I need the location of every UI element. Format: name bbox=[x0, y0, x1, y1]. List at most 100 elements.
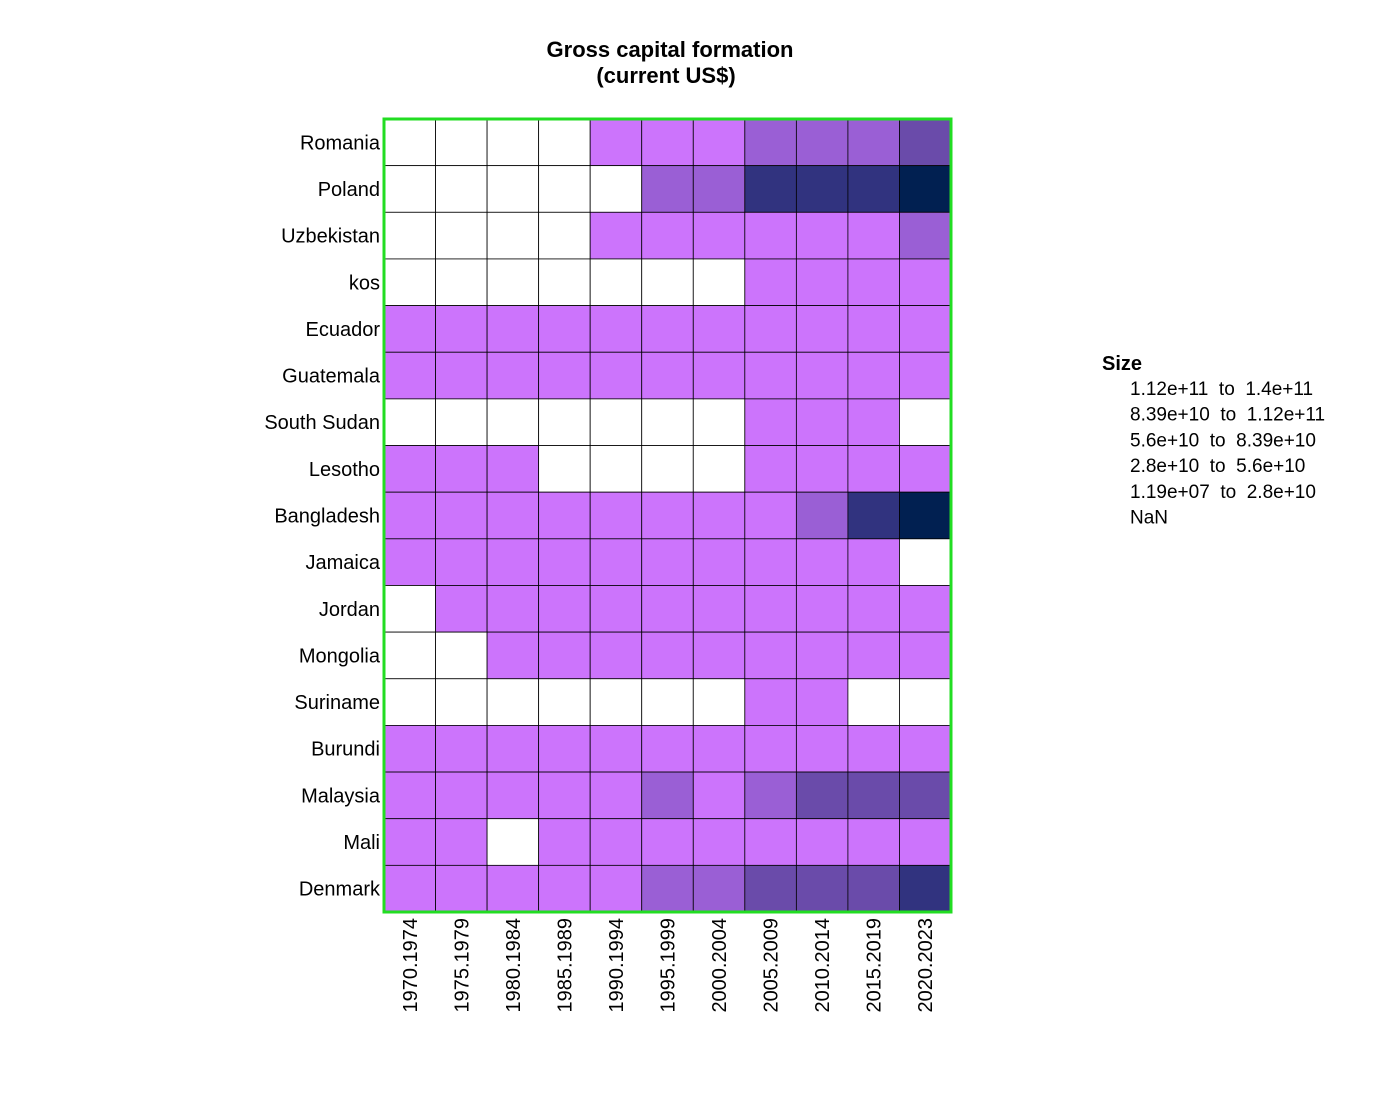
row-label: South Sudan bbox=[264, 412, 380, 434]
heatmap-cell bbox=[589, 678, 643, 726]
chart-title-line-1: Gross capital formation bbox=[547, 37, 794, 62]
heatmap-cell bbox=[589, 398, 643, 446]
heatmap-cell bbox=[795, 351, 849, 400]
heatmap-cell bbox=[899, 678, 952, 726]
heatmap-cell bbox=[435, 118, 488, 167]
heatmap-cell bbox=[692, 351, 746, 400]
heatmap-cell bbox=[795, 678, 849, 726]
heatmap-cell bbox=[744, 258, 797, 306]
column-label: 1980.1984 bbox=[503, 918, 525, 1013]
heatmap-cell bbox=[744, 398, 797, 446]
heatmap-cell bbox=[486, 118, 540, 167]
heatmap-cell bbox=[641, 305, 694, 353]
heatmap-cell bbox=[795, 398, 849, 446]
heatmap-cell bbox=[899, 538, 952, 586]
heatmap-cell bbox=[383, 491, 436, 540]
heatmap-cell bbox=[589, 258, 643, 306]
heatmap-cell bbox=[383, 351, 436, 400]
heatmap-cell bbox=[435, 351, 488, 400]
heatmap-cell bbox=[589, 445, 643, 493]
plot-border bbox=[382, 117, 953, 914]
heatmap-cell bbox=[847, 725, 900, 773]
heatmap-cell bbox=[692, 445, 746, 493]
heatmap-cell bbox=[589, 351, 643, 400]
heatmap-cell bbox=[589, 818, 643, 866]
heatmap-cell bbox=[847, 771, 900, 820]
heatmap-cell bbox=[383, 771, 436, 820]
heatmap-cells bbox=[383, 118, 952, 913]
heatmap-cell bbox=[692, 118, 746, 167]
heatmap-cell bbox=[692, 864, 746, 913]
heatmap-cell bbox=[847, 258, 900, 306]
heatmap-cell bbox=[435, 585, 488, 633]
heatmap-cell bbox=[847, 351, 900, 400]
heatmap-cell bbox=[899, 211, 952, 260]
heatmap-cell bbox=[744, 585, 797, 633]
heatmap-cell bbox=[795, 818, 849, 866]
heatmap-cell bbox=[486, 258, 540, 306]
heatmap-cell bbox=[847, 818, 900, 866]
heatmap-cell bbox=[538, 678, 591, 726]
heatmap-cell bbox=[641, 585, 694, 633]
heatmap-cell bbox=[795, 585, 849, 633]
column-label: 1990.1994 bbox=[606, 918, 628, 1013]
heatmap-cell bbox=[383, 538, 436, 586]
heatmap-cell bbox=[538, 771, 591, 820]
heatmap-cell bbox=[641, 491, 694, 540]
row-label: Jordan bbox=[319, 599, 380, 621]
heatmap-cell bbox=[641, 864, 694, 913]
column-label: 2015.2019 bbox=[864, 918, 886, 1013]
heatmap-cell bbox=[641, 771, 694, 820]
heatmap-cell bbox=[589, 491, 643, 540]
heatmap-cell bbox=[589, 165, 643, 213]
row-label: Bangladesh bbox=[274, 506, 380, 528]
heatmap-cell bbox=[435, 398, 488, 446]
heatmap-cell bbox=[435, 211, 488, 260]
heatmap-cell bbox=[847, 585, 900, 633]
heatmap-cell bbox=[538, 305, 591, 353]
heatmap-cell bbox=[486, 631, 540, 680]
heatmap-cell bbox=[795, 771, 849, 820]
heatmap-cell bbox=[899, 491, 952, 540]
heatmap-cell bbox=[899, 305, 952, 353]
heatmap-cell bbox=[744, 771, 797, 820]
heatmap-cell bbox=[538, 631, 591, 680]
heatmap-cell bbox=[847, 305, 900, 353]
heatmap-cell bbox=[692, 258, 746, 306]
heatmap-cell bbox=[589, 725, 643, 773]
heatmap-cell bbox=[692, 631, 746, 680]
column-label: 2005.2009 bbox=[761, 918, 783, 1013]
heatmap-cell bbox=[847, 678, 900, 726]
heatmap-cell bbox=[692, 678, 746, 726]
row-label: Burundi bbox=[311, 739, 380, 761]
heatmap-cell bbox=[486, 165, 540, 213]
heatmap-cell bbox=[744, 725, 797, 773]
heatmap-cell bbox=[589, 118, 643, 167]
heatmap-cell bbox=[486, 305, 540, 353]
heatmap-cell bbox=[589, 771, 643, 820]
heatmap-cell bbox=[641, 725, 694, 773]
heatmap-cell bbox=[435, 165, 488, 213]
column-labels: 1970.1974 1975.1979 1980.1984 1985.1989 1990… bbox=[400, 918, 937, 1013]
heatmap-cell bbox=[692, 211, 746, 260]
heatmap-cell bbox=[486, 678, 540, 726]
heatmap-cell bbox=[795, 538, 849, 586]
heatmap-cell bbox=[847, 398, 900, 446]
heatmap-cell bbox=[538, 445, 591, 493]
row-label: Ecuador bbox=[306, 319, 381, 341]
heatmap-cell bbox=[692, 305, 746, 353]
heatmap-cell bbox=[486, 864, 540, 913]
heatmap-cell bbox=[692, 725, 746, 773]
heatmap-cell bbox=[847, 165, 900, 213]
row-label: Mongolia bbox=[299, 645, 381, 667]
heatmap-cell bbox=[383, 818, 436, 866]
heatmap-cell bbox=[383, 585, 436, 633]
row-label: Romania bbox=[300, 132, 381, 154]
heatmap-cell bbox=[383, 398, 436, 446]
heatmap-cell bbox=[589, 585, 643, 633]
heatmap-cell bbox=[744, 445, 797, 493]
legend-item: 5.6e+10 to 8.39e+10 bbox=[1130, 430, 1316, 451]
heatmap-cell bbox=[435, 538, 488, 586]
heatmap-cell bbox=[847, 538, 900, 586]
heatmap-cell bbox=[899, 118, 952, 167]
